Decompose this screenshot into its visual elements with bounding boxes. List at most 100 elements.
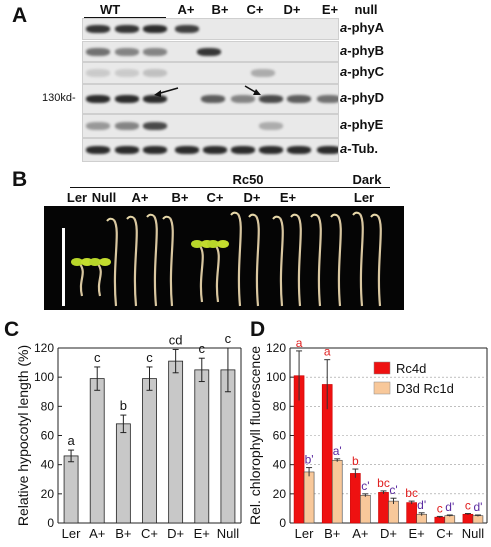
protein-band: [175, 25, 199, 33]
scale-bar: [62, 228, 65, 306]
hypocotyl: [153, 215, 158, 307]
hypocotyl: [297, 215, 302, 307]
protein-band: [143, 25, 167, 33]
blot-strip: [82, 84, 339, 114]
x-tick-label: C+: [141, 526, 158, 541]
apical-hook: [248, 213, 257, 218]
seedling-label: B+: [171, 190, 189, 205]
y-axis-label: Rel. chlorophyll fluorescence: [247, 346, 263, 525]
significance-letter: b: [352, 454, 359, 468]
hypocotyl: [317, 215, 322, 307]
blot-strip: [82, 114, 339, 138]
cotyledon: [217, 240, 229, 248]
seedling-label: D+: [243, 190, 261, 205]
hypocotyl: [215, 245, 220, 303]
antibody-prefix: a: [340, 42, 348, 58]
protein-band: [259, 122, 283, 130]
significance-letter: c': [361, 479, 369, 493]
y-tick-label: 100: [34, 370, 54, 384]
y-tick-label: 80: [273, 399, 287, 413]
blot-strip: [82, 138, 339, 162]
antibody-target: -phyE: [347, 117, 384, 132]
x-tick-label: Null: [462, 526, 485, 541]
protein-band: [143, 69, 167, 77]
protein-band: [287, 146, 311, 154]
antibody-prefix: a: [340, 117, 348, 132]
protein-band: [201, 95, 225, 103]
apical-hook: [162, 215, 171, 220]
bar: [462, 513, 474, 524]
antibody-prefix: a: [340, 90, 348, 105]
lane-label: C+: [246, 2, 264, 17]
bar: [220, 369, 236, 524]
panel-c-letter: C: [4, 318, 20, 341]
arrow-icon: [154, 87, 179, 97]
significance-letter: cd: [169, 332, 183, 347]
bar: [115, 423, 131, 524]
protein-band: [115, 122, 139, 130]
lane-label: A+: [177, 2, 195, 17]
protein-band: [115, 25, 139, 33]
x-tick-label: B+: [324, 526, 340, 541]
rc50-underline: [70, 187, 346, 188]
x-tick-label: E+: [194, 526, 210, 541]
hypocotyl: [359, 213, 364, 307]
dark-label: Dark: [352, 172, 382, 187]
seedling-label: Ler: [66, 190, 88, 205]
bar: [194, 369, 210, 524]
hypocotyl: [377, 215, 382, 307]
significance-letter: a: [296, 336, 303, 350]
legend-label: Rc4d: [396, 361, 426, 376]
hypocotyl: [255, 215, 260, 307]
apical-hook: [230, 211, 239, 216]
significance-letter: a: [67, 433, 75, 448]
cotyledon: [99, 258, 111, 266]
wt-underline: [84, 17, 166, 18]
bar: [444, 515, 456, 524]
lane-label: D+: [283, 2, 301, 17]
seedling-label: Ler: [353, 190, 375, 205]
dark-underline: [346, 187, 390, 188]
bar: [63, 455, 79, 524]
significance-letter: c: [94, 350, 101, 365]
y-tick-label: 20: [41, 487, 55, 501]
apical-hook: [352, 211, 361, 216]
blot-strip: [82, 62, 339, 84]
lane-label: E+: [321, 2, 339, 17]
antibody-target: -phyD: [347, 90, 385, 105]
lane-label: B+: [211, 2, 229, 17]
protein-band: [287, 95, 311, 103]
bar: [472, 515, 484, 524]
protein-band: [115, 146, 139, 154]
blot-strip: [82, 41, 339, 62]
significance-letter: bc: [377, 476, 390, 490]
bar: [89, 378, 105, 524]
protein-band: [259, 146, 283, 154]
seedling-label: Null: [91, 190, 117, 205]
protein-band: [115, 95, 139, 103]
antibody-target: -Tub.: [347, 141, 379, 156]
x-tick-label: C+: [436, 526, 453, 541]
x-tick-label: A+: [89, 526, 105, 541]
seedling-label: C+: [206, 190, 224, 205]
seedling-label: A+: [131, 190, 149, 205]
y-tick-label: 20: [273, 487, 287, 501]
apical-hook: [370, 213, 379, 218]
cotyledon: [191, 240, 203, 248]
legend-swatch: [373, 361, 391, 375]
hypocotyl: [133, 217, 138, 307]
significance-letter: d': [417, 498, 426, 512]
apical-hook: [310, 213, 319, 218]
antibody-label: a-phyB: [340, 43, 384, 58]
hypocotyl: [279, 217, 284, 307]
protein-band: [86, 146, 110, 154]
cotyledon: [207, 240, 219, 248]
significance-letter: c: [465, 499, 471, 513]
antibody-label: a-Tub.: [340, 141, 378, 156]
x-tick-label: E+: [409, 526, 425, 541]
panel-b-letter: B: [12, 168, 28, 191]
y-tick-label: 40: [273, 458, 287, 472]
x-tick-label: D+: [167, 526, 184, 541]
